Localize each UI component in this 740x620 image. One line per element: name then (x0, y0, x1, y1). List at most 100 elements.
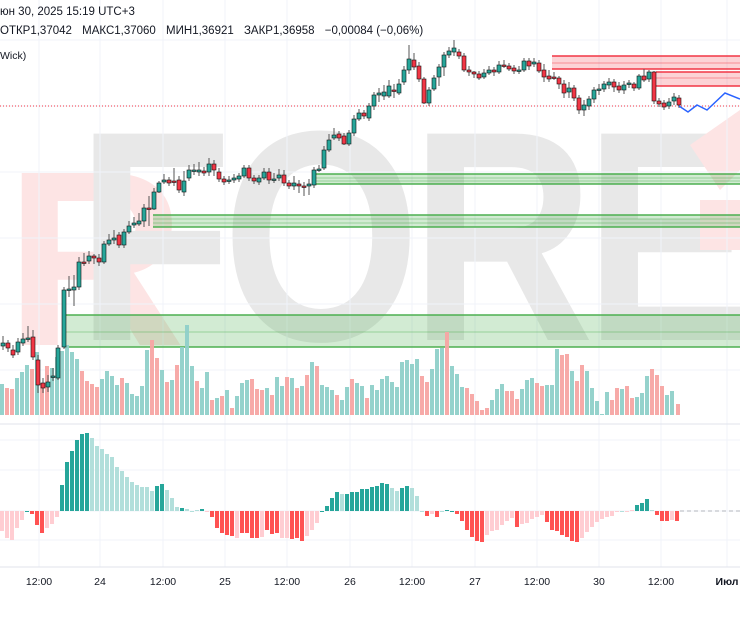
candle[interactable] (606, 81, 612, 86)
candle[interactable] (76, 261, 82, 288)
candle[interactable] (571, 87, 577, 99)
candle[interactable] (45, 381, 51, 388)
candle[interactable] (376, 92, 382, 96)
candle[interactable] (271, 178, 277, 181)
candle[interactable] (366, 105, 372, 119)
candle[interactable] (671, 96, 677, 102)
candle[interactable] (236, 175, 242, 180)
candle[interactable] (631, 83, 637, 89)
candle[interactable] (55, 347, 61, 379)
candle[interactable] (336, 133, 342, 139)
candle[interactable] (526, 60, 532, 67)
candle[interactable] (246, 167, 252, 179)
candle[interactable] (221, 178, 227, 183)
candle[interactable] (281, 174, 287, 184)
candle[interactable] (536, 62, 542, 72)
candle[interactable] (276, 174, 282, 179)
candle[interactable] (461, 55, 467, 71)
candle[interactable] (481, 72, 487, 78)
candle[interactable] (161, 179, 167, 183)
candle[interactable] (126, 225, 132, 233)
candle[interactable] (636, 75, 642, 89)
candle[interactable] (391, 89, 397, 92)
candle[interactable] (576, 97, 582, 111)
candle[interactable] (471, 71, 477, 75)
candle[interactable] (231, 177, 237, 181)
candle[interactable] (626, 82, 632, 85)
candle[interactable] (186, 169, 192, 179)
candle[interactable] (91, 255, 97, 259)
candlesticks[interactable] (0, 40, 682, 393)
candle[interactable] (506, 65, 512, 70)
candle[interactable] (61, 289, 67, 348)
candle[interactable] (66, 288, 72, 291)
candle[interactable] (656, 100, 662, 105)
candle[interactable] (15, 341, 21, 353)
candle[interactable] (446, 50, 452, 56)
candle[interactable] (466, 69, 472, 73)
candle[interactable] (136, 220, 142, 225)
candle[interactable] (146, 207, 152, 210)
time-axis[interactable]: 12:00 24 12:00 25 12:00 26 12:00 27 12:00 30 12:00… (26, 576, 739, 588)
candle[interactable] (676, 97, 682, 106)
candle[interactable] (666, 101, 672, 107)
candle[interactable] (601, 83, 607, 90)
candle[interactable] (641, 75, 647, 81)
candle[interactable] (0, 342, 6, 347)
candle[interactable] (661, 102, 667, 108)
candle[interactable] (321, 149, 327, 169)
candle[interactable] (616, 85, 622, 91)
candle[interactable] (211, 163, 217, 171)
candle[interactable] (491, 69, 497, 73)
candle[interactable] (251, 177, 257, 182)
candle[interactable] (96, 257, 102, 263)
candle[interactable] (10, 349, 16, 356)
candle[interactable] (291, 182, 297, 187)
candle[interactable] (156, 182, 162, 193)
candle[interactable] (501, 64, 507, 67)
candle[interactable] (121, 231, 127, 246)
candle[interactable] (151, 191, 157, 210)
candle[interactable] (486, 69, 492, 74)
candle[interactable] (191, 169, 197, 172)
candle[interactable] (361, 112, 367, 117)
indicator-label[interactable]: Wick) (0, 50, 27, 62)
candle[interactable] (116, 234, 122, 246)
candle[interactable] (226, 179, 232, 182)
candle[interactable] (386, 85, 392, 97)
candle[interactable] (426, 89, 432, 104)
candle[interactable] (451, 47, 457, 53)
candle[interactable] (611, 81, 617, 88)
candle[interactable] (326, 139, 332, 151)
candle[interactable] (266, 171, 272, 181)
candle[interactable] (401, 69, 407, 83)
candle[interactable] (531, 61, 537, 65)
candle[interactable] (71, 286, 77, 291)
candle[interactable] (176, 179, 182, 191)
candle[interactable] (416, 65, 422, 80)
candle[interactable] (351, 118, 357, 134)
candle[interactable] (131, 222, 137, 226)
candle[interactable] (381, 91, 387, 97)
candle[interactable] (201, 170, 207, 174)
candle[interactable] (596, 88, 602, 91)
candle[interactable] (111, 237, 117, 241)
candle[interactable] (476, 73, 482, 79)
candle[interactable] (621, 84, 627, 91)
candle[interactable] (141, 207, 147, 222)
candle[interactable] (241, 167, 247, 177)
candle[interactable] (20, 338, 26, 344)
candle[interactable] (25, 337, 31, 340)
candle[interactable] (371, 94, 377, 107)
candle[interactable] (35, 359, 41, 386)
candle[interactable] (331, 134, 337, 139)
candle[interactable] (561, 83, 567, 94)
candle[interactable] (586, 98, 592, 107)
candle[interactable] (591, 89, 597, 100)
candle[interactable] (306, 183, 312, 187)
candle[interactable] (181, 180, 187, 193)
candle[interactable] (551, 76, 557, 79)
candle[interactable] (566, 87, 572, 93)
candle[interactable] (556, 77, 562, 85)
